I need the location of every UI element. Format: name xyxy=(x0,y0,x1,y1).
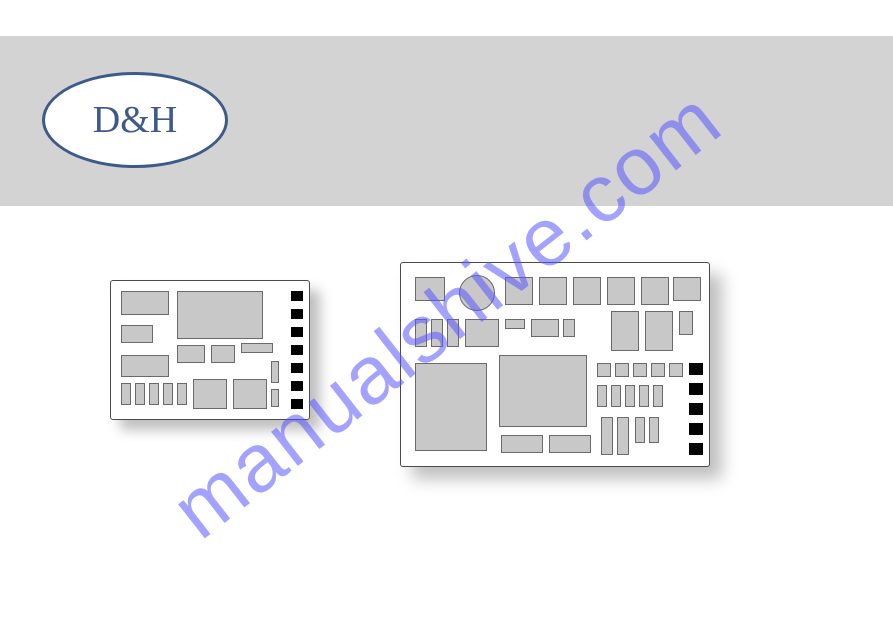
pcb-component xyxy=(549,435,591,453)
pcb-component xyxy=(505,319,525,329)
pcb-component xyxy=(447,319,459,347)
pcb-component xyxy=(611,311,639,351)
pcb-component xyxy=(121,325,153,343)
pcb-component xyxy=(177,345,205,363)
pcb-component xyxy=(415,363,487,451)
pcb-component xyxy=(431,319,443,347)
pcb-component xyxy=(121,355,169,377)
pcb-component xyxy=(193,379,227,409)
pcb-component xyxy=(563,319,575,337)
pcb-component xyxy=(271,361,279,383)
pcb-component xyxy=(149,383,159,405)
pcb-component xyxy=(505,277,533,305)
pcb-component xyxy=(651,363,665,377)
pcb-component xyxy=(649,417,659,443)
pcb-component xyxy=(499,355,587,427)
pcb-component xyxy=(653,385,663,407)
pcb-pad xyxy=(689,363,703,375)
pcb-pad xyxy=(689,443,703,455)
pcb-component xyxy=(415,277,445,301)
pcb-pad xyxy=(291,291,303,301)
pcb-component xyxy=(177,291,263,339)
pcb-component xyxy=(611,385,621,407)
pcb-component xyxy=(597,385,607,407)
pcb-component xyxy=(465,319,499,347)
pcb-component xyxy=(615,363,629,377)
pcb-component xyxy=(641,277,669,305)
pcb-component xyxy=(121,291,169,315)
pcb-pad xyxy=(689,423,703,435)
pcb-component xyxy=(271,389,279,407)
pcb-board-right xyxy=(400,262,710,467)
pcb-component xyxy=(531,319,559,337)
pcb-component xyxy=(633,363,647,377)
pcb-component xyxy=(625,385,635,407)
pcb-component xyxy=(573,277,601,305)
pcb-component xyxy=(639,385,649,407)
pcb-pad xyxy=(291,327,303,337)
pcb-pad xyxy=(291,381,303,391)
pcb-component xyxy=(241,343,273,353)
pcb-pad xyxy=(291,399,303,409)
pcb-component xyxy=(135,383,145,405)
pcb-component xyxy=(211,345,235,363)
pcb-component xyxy=(601,417,613,455)
pcb-component xyxy=(501,435,543,453)
pcb-component xyxy=(415,319,427,347)
pcb-component xyxy=(539,277,567,305)
pcb-pad xyxy=(689,403,703,415)
pcb-board-left xyxy=(110,280,310,420)
logo-ellipse: D&H xyxy=(42,72,228,168)
pcb-component xyxy=(669,363,683,377)
pcb-component xyxy=(163,383,173,405)
pcb-component xyxy=(645,311,673,351)
pcb-pad xyxy=(291,309,303,319)
pcb-component xyxy=(121,383,131,405)
pcb-diagram-left xyxy=(110,280,310,420)
pcb-component xyxy=(233,379,267,409)
pcb-component xyxy=(177,383,187,405)
pcb-component xyxy=(679,311,693,335)
pcb-pad xyxy=(291,345,303,355)
logo-text: D&H xyxy=(93,98,177,142)
pcb-pad xyxy=(689,383,703,395)
pcb-diagram-right xyxy=(400,262,710,467)
pcb-component-circle xyxy=(459,275,495,311)
pcb-component xyxy=(635,417,645,443)
pcb-component xyxy=(673,277,701,301)
pcb-component xyxy=(607,277,635,305)
pcb-component xyxy=(617,417,629,455)
pcb-component xyxy=(597,363,611,377)
pcb-pad xyxy=(291,363,303,373)
